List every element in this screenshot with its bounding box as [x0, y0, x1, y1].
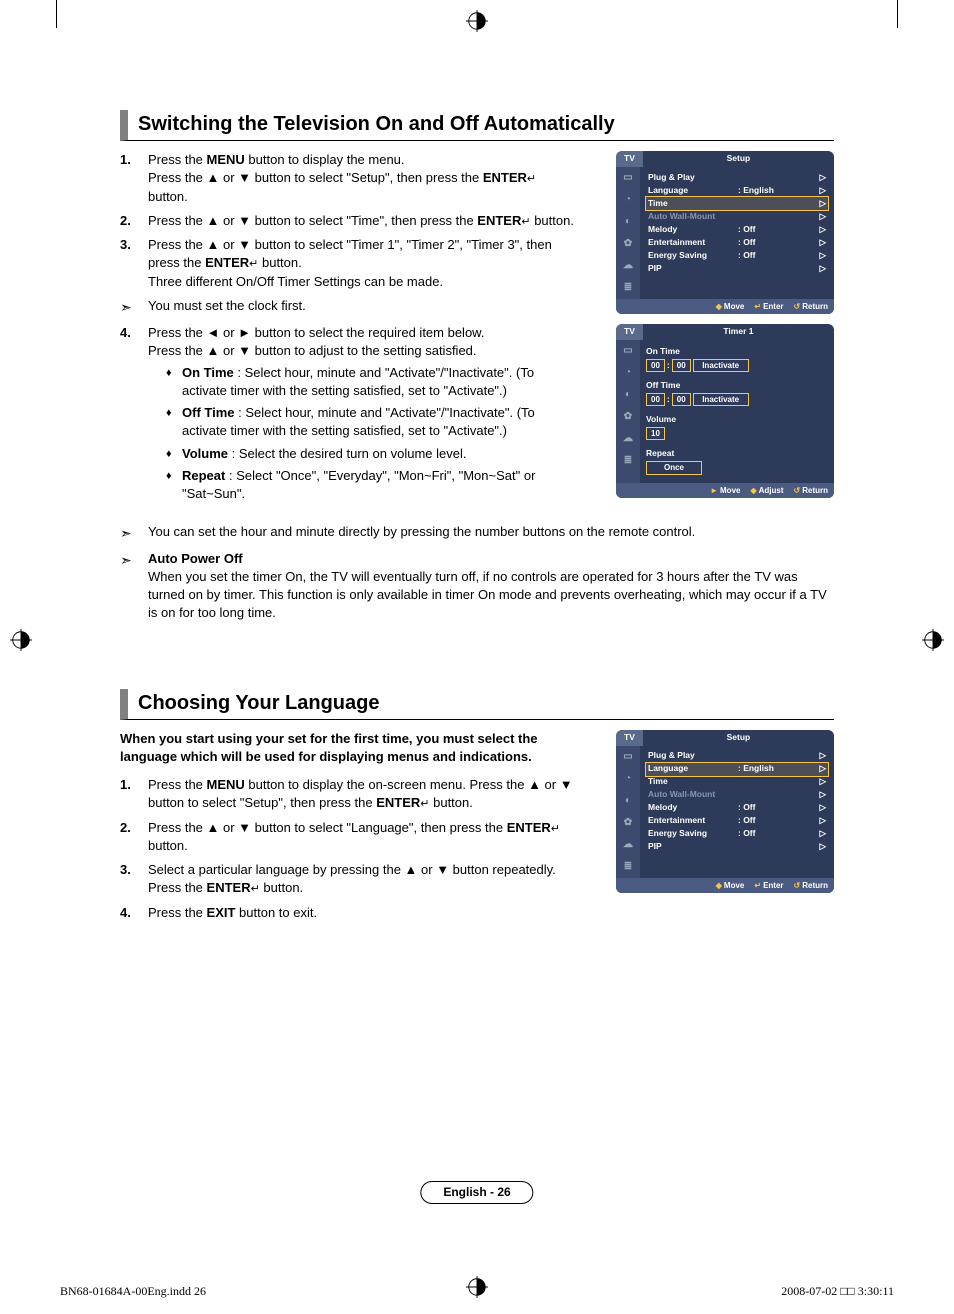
- osd-column: TVSetup▭◔◐✿☁≣Plug & Play▷Language: Engli…: [616, 151, 834, 508]
- note-icon: ➣: [120, 297, 148, 318]
- osd-timer-screenshot: TVTimer 1 ▭ ◔ ◐ ✿ ☁ ≣ On Time00:00InactivateOff…: [616, 324, 834, 498]
- osd-tab: TV: [616, 151, 643, 167]
- step-number: 3.: [120, 861, 148, 898]
- osd-sidebar-icon: ◔: [625, 772, 631, 786]
- osd-sidebar-icon: ✿: [624, 410, 632, 424]
- note-icon: ➣: [120, 523, 148, 544]
- section-language: Choosing Your Language TVSetup ▭ ◔ ◐ ✿ ☁ ≣ Plug…: [120, 689, 834, 928]
- osd-sidebar: ▭ ◔ ◐ ✿ ☁ ≣: [616, 167, 640, 299]
- print-timestamp: 2008-07-02 □□ 3:30:11: [781, 1283, 894, 1300]
- osd-sidebar-icon: ▭: [623, 344, 632, 358]
- osd-footer: ◆Move↵Enter↺Return: [616, 299, 834, 314]
- note: ➣ You must set the clock first.: [120, 297, 575, 318]
- osd-timer-block: Off Time00:00Inactivate: [646, 378, 828, 412]
- osd-footer: ◆Move↵Enter↺Return: [616, 878, 834, 893]
- step-body: Press the ◄ or ► button to select the re…: [148, 324, 575, 508]
- osd-row: Auto Wall-Mount▷: [646, 210, 828, 223]
- print-footer: BN68-01684A-00Eng.indd 26 2008-07-02 □□ …: [60, 1283, 894, 1300]
- osd-row: Time▷: [646, 776, 828, 789]
- osd-sidebar-icon: ▭: [623, 750, 632, 764]
- note-icon: ➣: [120, 550, 148, 623]
- osd-sidebar-icon: ✿: [624, 237, 632, 251]
- osd-list: Plug & Play▷Language: English▷Time▷Auto …: [640, 167, 834, 299]
- osd-sidebar-icon: ☁: [623, 259, 633, 273]
- osd-sidebar-icon: ≣: [624, 281, 632, 295]
- step-number: 4.: [120, 904, 148, 922]
- osd-row: Entertainment: Off▷: [646, 815, 828, 828]
- osd-row: Energy Saving: Off▷: [646, 249, 828, 262]
- bullet-icon: ♦: [166, 404, 182, 440]
- osd-sidebar-icon: ◐: [625, 794, 631, 808]
- section-auto-on-off: Switching the Television On and Off Auto…: [120, 110, 834, 629]
- step-number: 3.: [120, 236, 148, 291]
- osd-sidebar-icon: ◔: [625, 193, 631, 207]
- osd-row: Auto Wall-Mount▷: [646, 789, 828, 802]
- osd-sidebar-icon: ▭: [623, 171, 632, 185]
- osd-row: Melody: Off▷: [646, 802, 828, 815]
- osd-row: Plug & Play▷: [646, 171, 828, 184]
- osd-sidebar-icon: ≣: [624, 454, 632, 468]
- step-body: Press the EXIT button to exit.: [148, 904, 575, 922]
- osd-title: Setup: [643, 730, 834, 746]
- osd-sidebar-icon: ☁: [623, 432, 633, 446]
- note-text: You must set the clock first.: [148, 297, 306, 318]
- osd-row: Plug & Play▷: [646, 750, 828, 763]
- step-number: 4.: [120, 324, 148, 508]
- step-body: Press the ▲ or ▼ button to select "Timer…: [148, 236, 575, 291]
- osd-row: PIP▷: [646, 262, 828, 275]
- step-number: 2.: [120, 212, 148, 230]
- osd-row: Language: English▷: [646, 184, 828, 197]
- step-body: Press the ▲ or ▼ button to select "Time"…: [148, 212, 575, 230]
- osd-list: Plug & Play▷Language: English▷Time▷Auto …: [640, 746, 834, 878]
- osd-sidebar-icon: ✿: [624, 816, 632, 830]
- osd-row: Language: English▷: [646, 763, 828, 776]
- bullet-icon: ♦: [166, 467, 182, 503]
- step-body: Press the MENU button to display the men…: [148, 151, 575, 206]
- osd-list: On Time00:00InactivateOff Time00:00Inact…: [640, 340, 834, 482]
- osd-sidebar-icon: ≣: [624, 860, 632, 874]
- osd-column: TVSetup ▭ ◔ ◐ ✿ ☁ ≣ Plug & Play▷Language: Engli…: [616, 730, 834, 903]
- osd-row: Time▷: [646, 197, 828, 210]
- step-body: Select a particular language by pressing…: [148, 861, 575, 898]
- page-number: English - 26: [420, 1181, 533, 1204]
- step-number: 2.: [120, 819, 148, 856]
- section-intro: When you start using your set for the fi…: [120, 730, 575, 766]
- osd-sidebar-icon: ◐: [625, 215, 631, 229]
- note: ➣ You can set the hour and minute direct…: [120, 523, 834, 544]
- note-auto-power-off: ➣ Auto Power Off When you set the timer …: [120, 550, 834, 623]
- osd-sidebar: ▭ ◔ ◐ ✿ ☁ ≣: [616, 746, 640, 878]
- bullet-text: Repeat : Select "Once", "Everyday", "Mon…: [182, 467, 575, 503]
- note-text: Auto Power Off When you set the timer On…: [148, 550, 834, 623]
- print-file: BN68-01684A-00Eng.indd 26: [60, 1283, 206, 1300]
- step-number: 1.: [120, 776, 148, 813]
- section-title: Switching the Television On and Off Auto…: [120, 110, 834, 141]
- osd-footer: ►Move◆Adjust↺Return: [616, 483, 834, 498]
- bullet-text: On Time : Select hour, minute and "Activ…: [182, 364, 575, 400]
- osd-sidebar-icon: ◐: [625, 388, 631, 402]
- osd-tab: TV: [616, 730, 643, 746]
- bullet-text: Volume : Select the desired turn on volu…: [182, 445, 575, 463]
- bullet-text: Off Time : Select hour, minute and "Acti…: [182, 404, 575, 440]
- osd-row: Entertainment: Off▷: [646, 236, 828, 249]
- osd-setup-screenshot: TVSetup ▭ ◔ ◐ ✿ ☁ ≣ Plug & Play▷Language: Engli…: [616, 151, 834, 314]
- osd-sidebar: ▭ ◔ ◐ ✿ ☁ ≣: [616, 340, 640, 482]
- osd-setup-screenshot: TVSetup ▭ ◔ ◐ ✿ ☁ ≣ Plug & Play▷Language: Engli…: [616, 730, 834, 893]
- step-body: Press the MENU button to display the on-…: [148, 776, 575, 813]
- step-number: 1.: [120, 151, 148, 206]
- osd-title: Timer 1: [643, 324, 834, 340]
- osd-sidebar-icon: ☁: [623, 838, 633, 852]
- osd-row: Melody: Off▷: [646, 223, 828, 236]
- note-text: You can set the hour and minute directly…: [148, 523, 695, 544]
- osd-title: Setup: [643, 151, 834, 167]
- bullet-icon: ♦: [166, 364, 182, 400]
- osd-tab: TV: [616, 324, 643, 340]
- section-title: Choosing Your Language: [120, 689, 834, 720]
- osd-sidebar-icon: ◔: [625, 366, 631, 380]
- osd-row: PIP▷: [646, 841, 828, 854]
- step-body: Press the ▲ or ▼ button to select "Langu…: [148, 819, 575, 856]
- bullet-icon: ♦: [166, 445, 182, 463]
- osd-timer-block: On Time00:00Inactivate: [646, 344, 828, 378]
- osd-row: Energy Saving: Off▷: [646, 828, 828, 841]
